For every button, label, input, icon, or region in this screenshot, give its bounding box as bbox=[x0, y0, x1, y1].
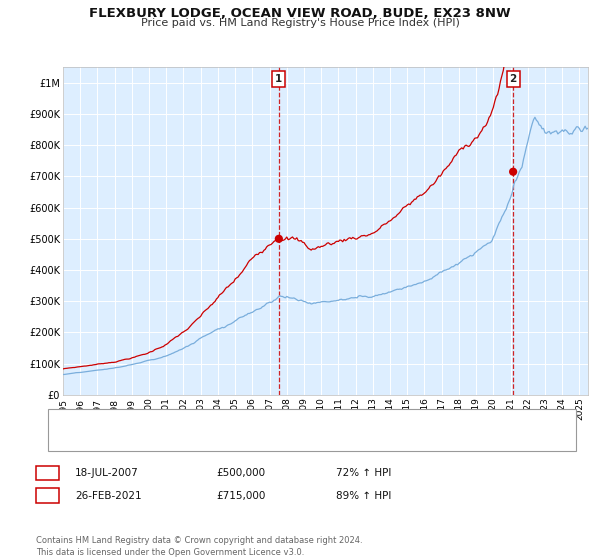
Text: HPI: Average price, detached house, Cornwall: HPI: Average price, detached house, Corn… bbox=[102, 435, 319, 444]
Text: 1: 1 bbox=[275, 74, 283, 83]
Text: 18-JUL-2007: 18-JUL-2007 bbox=[75, 468, 139, 478]
Text: £715,000: £715,000 bbox=[216, 491, 265, 501]
Text: Contains HM Land Registry data © Crown copyright and database right 2024.
This d: Contains HM Land Registry data © Crown c… bbox=[36, 536, 362, 557]
Text: 2: 2 bbox=[44, 491, 51, 501]
Text: FLEXBURY LODGE, OCEAN VIEW ROAD, BUDE, EX23 8NW: FLEXBURY LODGE, OCEAN VIEW ROAD, BUDE, E… bbox=[89, 7, 511, 20]
Text: 2: 2 bbox=[509, 74, 517, 83]
Text: 26-FEB-2021: 26-FEB-2021 bbox=[75, 491, 142, 501]
Point bbox=[508, 167, 518, 176]
Text: 72% ↑ HPI: 72% ↑ HPI bbox=[336, 468, 391, 478]
Text: £500,000: £500,000 bbox=[216, 468, 265, 478]
Text: 1: 1 bbox=[44, 468, 51, 478]
Text: Price paid vs. HM Land Registry's House Price Index (HPI): Price paid vs. HM Land Registry's House … bbox=[140, 18, 460, 28]
Point bbox=[274, 234, 284, 243]
Text: 89% ↑ HPI: 89% ↑ HPI bbox=[336, 491, 391, 501]
Text: FLEXBURY LODGE, OCEAN VIEW ROAD, BUDE, EX23 8NW (detached house): FLEXBURY LODGE, OCEAN VIEW ROAD, BUDE, E… bbox=[102, 416, 458, 425]
